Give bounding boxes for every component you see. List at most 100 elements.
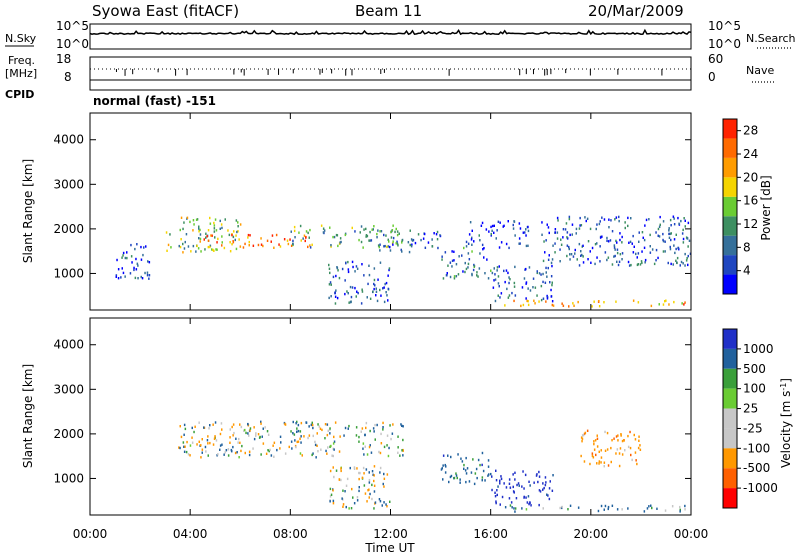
echo-cell xyxy=(373,225,375,228)
echo-cell xyxy=(678,222,680,225)
echo-cell xyxy=(507,220,509,223)
echo-cell xyxy=(387,287,390,291)
echo-cell xyxy=(199,233,202,236)
echo-cell xyxy=(260,453,262,456)
echo-cell xyxy=(201,451,203,454)
echo-cell xyxy=(379,466,382,470)
echo-cell xyxy=(411,239,414,242)
echo-cell xyxy=(297,423,300,427)
echo-cell xyxy=(611,263,614,266)
echo-cell xyxy=(227,448,230,451)
echo-cell xyxy=(115,275,117,278)
echo-cell xyxy=(583,432,586,436)
echo-cell xyxy=(574,252,576,255)
echo-cell xyxy=(509,504,512,507)
echo-cell xyxy=(525,496,527,499)
echo-cell xyxy=(528,502,530,506)
echo-cell xyxy=(459,478,461,481)
echo-cell xyxy=(374,438,376,441)
echo-cell xyxy=(521,286,524,289)
echo-cell xyxy=(365,426,367,430)
echo-cell xyxy=(332,499,335,503)
echo-cell xyxy=(630,453,632,457)
echo-cell xyxy=(548,254,550,257)
echo-cell xyxy=(309,246,312,249)
echo-cell xyxy=(262,244,264,248)
echo-cell xyxy=(347,268,350,271)
echo-cell xyxy=(219,444,222,447)
velocity-colorbar-label: 500 xyxy=(743,362,766,376)
echo-cell xyxy=(469,221,472,224)
echo-cell xyxy=(657,256,659,260)
echo-cell xyxy=(148,277,150,280)
echo-cell xyxy=(465,245,468,248)
echo-cell xyxy=(511,506,513,509)
echo-cell xyxy=(221,235,223,238)
echo-cell xyxy=(477,458,480,462)
noise-trace xyxy=(89,28,692,36)
echo-cell xyxy=(366,453,369,456)
echo-cell xyxy=(500,241,503,244)
echo-cell xyxy=(673,300,675,304)
echo-cell xyxy=(126,251,128,254)
echo-cell xyxy=(340,240,342,244)
echo-cell xyxy=(607,240,610,243)
echo-cell xyxy=(644,261,646,264)
echo-cell xyxy=(687,245,689,248)
echo-cell xyxy=(619,238,621,242)
echo-cell xyxy=(133,266,135,270)
echo-cell xyxy=(336,234,339,237)
echo-cell xyxy=(409,229,411,232)
echo-cell xyxy=(232,241,235,244)
echo-cell xyxy=(565,222,568,225)
echo-cell xyxy=(347,427,349,430)
echo-cell xyxy=(483,247,485,250)
echo-cell xyxy=(214,435,216,438)
echo-cell xyxy=(395,242,397,245)
echo-cell xyxy=(676,261,678,265)
power-colorbar-frame xyxy=(722,118,738,295)
echo-cell xyxy=(536,271,538,275)
power-colorbar-label: 28 xyxy=(743,124,758,138)
echo-cell xyxy=(586,217,589,220)
echo-cell xyxy=(383,485,385,488)
echo-cell xyxy=(299,437,301,440)
echo-cell xyxy=(345,484,348,487)
echo-cell xyxy=(669,232,671,236)
echo-cell xyxy=(611,439,613,442)
echo-cell xyxy=(440,468,443,471)
echo-cell xyxy=(300,435,302,438)
y-tick-label: 4000 xyxy=(53,133,84,147)
echo-cell xyxy=(534,286,537,289)
echo-cell xyxy=(276,448,278,452)
echo-cell xyxy=(530,504,532,507)
echo-cell xyxy=(307,436,309,440)
echo-cell xyxy=(170,246,172,249)
echo-cell xyxy=(169,233,171,236)
echo-cell xyxy=(351,286,354,289)
echo-cell xyxy=(184,427,187,431)
echo-cell xyxy=(616,241,618,244)
echo-cell xyxy=(365,421,368,425)
echo-cell xyxy=(357,291,359,295)
echo-cell xyxy=(471,243,473,246)
echo-cell xyxy=(249,234,251,237)
echo-cell xyxy=(497,282,500,285)
echo-cell xyxy=(417,233,420,236)
echo-cell xyxy=(380,230,383,233)
echo-cell xyxy=(290,230,292,233)
echo-cell xyxy=(508,246,510,250)
echo-cell xyxy=(505,269,508,272)
echo-cell xyxy=(265,452,268,455)
echo-cell xyxy=(544,251,546,254)
echo-cell xyxy=(650,304,653,308)
echo-cell xyxy=(494,491,496,494)
echo-cell xyxy=(407,241,410,244)
echo-cell xyxy=(513,507,515,510)
echo-cell xyxy=(390,236,393,239)
echo-cell xyxy=(300,239,302,242)
cpid-panel-frame xyxy=(89,79,692,91)
echo-cell xyxy=(339,237,342,240)
echo-cell xyxy=(512,485,514,489)
nave-label: Nave xyxy=(746,64,774,77)
